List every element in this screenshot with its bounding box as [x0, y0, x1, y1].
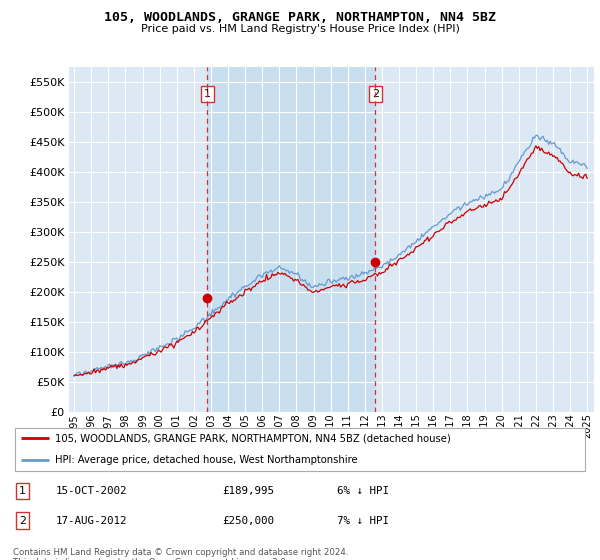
Text: 17-AUG-2012: 17-AUG-2012 — [55, 516, 127, 525]
Text: Price paid vs. HM Land Registry's House Price Index (HPI): Price paid vs. HM Land Registry's House … — [140, 24, 460, 34]
Text: £250,000: £250,000 — [222, 516, 274, 525]
Text: 6% ↓ HPI: 6% ↓ HPI — [337, 486, 389, 496]
Bar — [208, 67, 376, 412]
Text: 105, WOODLANDS, GRANGE PARK, NORTHAMPTON, NN4 5BZ (detached house): 105, WOODLANDS, GRANGE PARK, NORTHAMPTON… — [55, 433, 451, 444]
Text: 2: 2 — [19, 516, 26, 525]
FancyBboxPatch shape — [15, 428, 585, 471]
Text: Contains HM Land Registry data © Crown copyright and database right 2024.
This d: Contains HM Land Registry data © Crown c… — [13, 548, 349, 560]
Text: 7% ↓ HPI: 7% ↓ HPI — [337, 516, 389, 525]
Text: HPI: Average price, detached house, West Northamptonshire: HPI: Average price, detached house, West… — [55, 455, 358, 465]
Text: 105, WOODLANDS, GRANGE PARK, NORTHAMPTON, NN4 5BZ: 105, WOODLANDS, GRANGE PARK, NORTHAMPTON… — [104, 11, 496, 24]
Text: 1: 1 — [204, 89, 211, 99]
Text: 15-OCT-2002: 15-OCT-2002 — [55, 486, 127, 496]
Text: 2: 2 — [372, 89, 379, 99]
Text: 1: 1 — [19, 486, 26, 496]
Text: £189,995: £189,995 — [222, 486, 274, 496]
